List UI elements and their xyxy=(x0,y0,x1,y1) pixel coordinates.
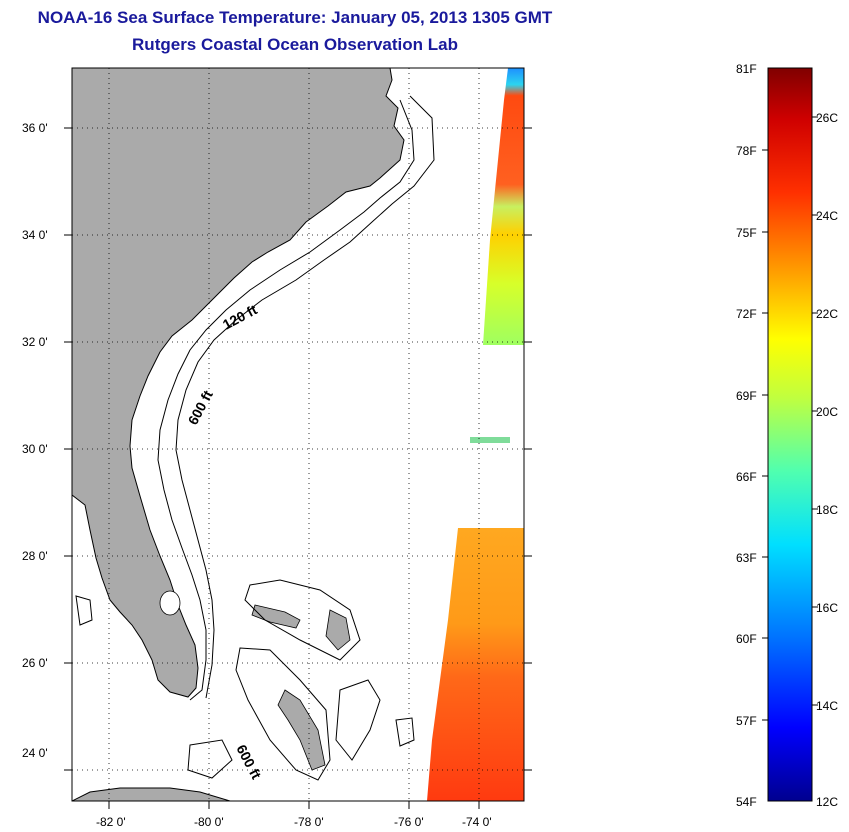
gridlines xyxy=(72,68,524,801)
axis-ticks xyxy=(64,127,532,809)
sst-swath-south xyxy=(427,528,524,801)
lat-label: 28 0' xyxy=(22,549,48,563)
colorbar-f-label: 66F xyxy=(736,470,757,484)
colorbar-f-label: 81F xyxy=(736,62,757,76)
colorbar-scale xyxy=(767,67,813,802)
colorbar-f-label: 60F xyxy=(736,632,757,646)
lon-label: -76 0' xyxy=(394,815,424,829)
colorbar-f-label: 63F xyxy=(736,551,757,565)
lon-label: -78 0' xyxy=(294,815,324,829)
us-southeast-coast xyxy=(72,68,405,698)
colorbar-f-label: 72F xyxy=(736,307,757,321)
colorbar-f-label: 69F xyxy=(736,389,757,403)
colorbar-c-label: 16C xyxy=(816,601,838,615)
sst-swath-north xyxy=(483,68,524,345)
bahamas-abaco xyxy=(325,609,351,651)
colorbar-c-label: 20C xyxy=(816,405,838,419)
lat-label: 34 0' xyxy=(22,228,48,242)
colorbar-f-label: 57F xyxy=(736,714,757,728)
colorbar-c-label: 22C xyxy=(816,307,838,321)
colorbar-f-label: 78F xyxy=(736,144,757,158)
bahamas-island xyxy=(251,604,301,629)
lat-label: 36 0' xyxy=(22,121,48,135)
lat-label: 26 0' xyxy=(22,656,48,670)
colorbar-c-label: 14C xyxy=(816,699,838,713)
bathymetry-contours xyxy=(75,95,435,781)
lat-label: 24 0' xyxy=(22,746,48,760)
lon-label: -80 0' xyxy=(194,815,224,829)
map-subtitle: Rutgers Coastal Ocean Observation Lab xyxy=(132,35,458,54)
lat-label: 30 0' xyxy=(22,442,48,456)
lake xyxy=(159,590,181,616)
colorbar-f-label: 54F xyxy=(736,795,757,809)
colorbar-c-label: 24C xyxy=(816,209,838,223)
colorbar: 81F 78F 75F 72F 69F 66F 63F 60F 57F 54F … xyxy=(736,62,838,809)
colorbar-c-label: 26C xyxy=(816,111,838,125)
colorbar-c-label: 12C xyxy=(816,795,838,809)
lat-label: 32 0' xyxy=(22,335,48,349)
map-title: NOAA-16 Sea Surface Temperature: January… xyxy=(37,8,553,27)
colorbar-f-label: 75F xyxy=(736,226,757,240)
map-frame xyxy=(71,67,525,802)
lon-label: -82 0' xyxy=(96,815,126,829)
colorbar-c-label: 18C xyxy=(816,503,838,517)
lon-label: -74 0' xyxy=(462,815,492,829)
cuba xyxy=(72,787,231,801)
sst-patch xyxy=(470,437,510,443)
